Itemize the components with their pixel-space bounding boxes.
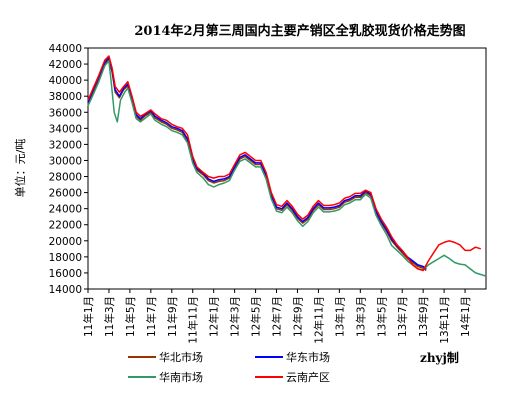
legend-label: 云南产区 (286, 370, 330, 384)
x-tick-label: 13年7月 (396, 296, 409, 337)
credit-label: zhyj制 (420, 350, 459, 365)
x-tick-label: 13年5月 (375, 296, 388, 337)
y-tick-label: 18000 (49, 252, 82, 264)
y-tick-label: 40000 (49, 75, 82, 87)
y-tick-label: 42000 (49, 59, 82, 71)
x-tick-label: 14年1月 (459, 296, 472, 337)
y-tick-label: 16000 (49, 268, 82, 280)
x-tick-label: 11年11月 (187, 296, 200, 344)
y-tick-label: 20000 (49, 236, 82, 248)
series-lines (87, 55, 487, 277)
series-line-0 (87, 58, 427, 272)
plot-area (87, 47, 487, 290)
x-tick-label: 11年5月 (124, 296, 137, 337)
chart-title: 2014年2月第三周国内主要产销区全乳胶现货价格走势图 (134, 23, 465, 39)
y-axis: 14000 16000 18000 20000 22000 24000 26000 28000… (49, 43, 88, 296)
y-tick-label: 38000 (49, 91, 82, 103)
x-tick-label: 11年1月 (82, 296, 95, 337)
x-tick-label: 13年1月 (333, 296, 346, 337)
series-line-2 (87, 60, 487, 277)
y-tick-label: 44000 (49, 43, 82, 55)
series-line-3 (87, 55, 482, 272)
x-tick-label: 12年5月 (250, 296, 263, 337)
y-axis-label: 单位：元/吨 (13, 139, 27, 198)
y-tick-label: 28000 (49, 172, 82, 184)
y-tick-label: 22000 (49, 220, 82, 232)
legend-label: 华北市场 (159, 350, 203, 364)
series-line-1 (87, 56, 427, 270)
x-tick-label: 11年7月 (145, 296, 158, 337)
x-tick-label: 11年9月 (166, 296, 179, 337)
y-tick-label: 26000 (49, 188, 82, 200)
y-tick-label: 32000 (49, 139, 82, 151)
x-tick-label: 13年11月 (438, 296, 451, 344)
legend-label: 华东市场 (286, 350, 330, 364)
x-tick-label: 12年3月 (229, 296, 242, 337)
x-tick-label: 11年3月 (103, 296, 116, 337)
x-tick-label: 12年1月 (208, 296, 221, 337)
x-tick-label: 13年9月 (417, 296, 430, 337)
y-tick-label: 24000 (49, 204, 82, 216)
x-axis: 11年1月 11年3月 11年5月 11年7月 11年9月 11年11月 12年1月 12年3… (82, 289, 472, 344)
x-tick-label: 12年7月 (271, 296, 284, 337)
y-tick-label: 30000 (49, 155, 82, 167)
x-tick-label: 13年3月 (354, 296, 367, 337)
legend-label: 华南市场 (159, 370, 203, 384)
x-tick-label: 12年9月 (291, 296, 304, 337)
y-tick-label: 36000 (49, 107, 82, 119)
x-tick-label: 12年11月 (312, 296, 325, 344)
y-tick-label: 14000 (49, 284, 82, 296)
y-tick-label: 34000 (49, 123, 82, 135)
